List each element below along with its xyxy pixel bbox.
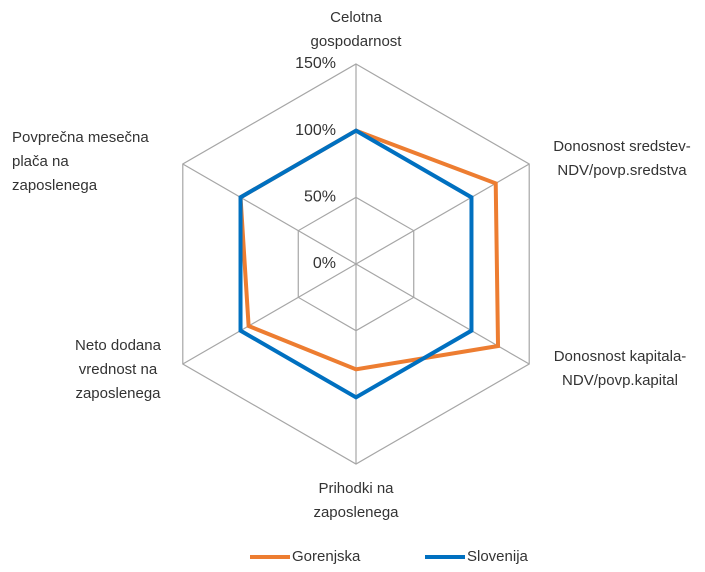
legend-label: Slovenija [467, 548, 529, 565]
spoke [182, 163, 357, 265]
spoke [355, 163, 530, 265]
tick-label: 100% [295, 122, 336, 139]
category-label: zaposlenega [12, 177, 98, 194]
tick-label: 150% [295, 55, 336, 72]
category-label: Celotna [330, 9, 382, 26]
spoke [182, 263, 357, 365]
spoke [355, 263, 530, 365]
category-label: Povprečna mesečna [12, 129, 149, 146]
legend-label: Gorenjska [292, 548, 361, 565]
category-label: zaposlenega [75, 385, 161, 402]
category-label: gospodarnost [311, 33, 403, 50]
category-label: NDV/povp.sredstva [557, 162, 687, 179]
category-label: NDV/povp.kapital [562, 372, 678, 389]
series-line [238, 128, 474, 400]
category-label: Prihodki na [318, 480, 394, 497]
tick-label: 50% [304, 189, 336, 206]
series-line [238, 128, 501, 372]
category-label: plača na [12, 153, 69, 170]
category-label: zaposlenega [313, 504, 399, 521]
category-label: Donosnost sredstev- [553, 138, 691, 155]
category-label: Donosnost kapitala- [554, 348, 687, 365]
category-label: Neto dodana [75, 337, 162, 354]
tick-label: 0% [313, 255, 336, 272]
category-label: vrednost na [79, 361, 158, 378]
